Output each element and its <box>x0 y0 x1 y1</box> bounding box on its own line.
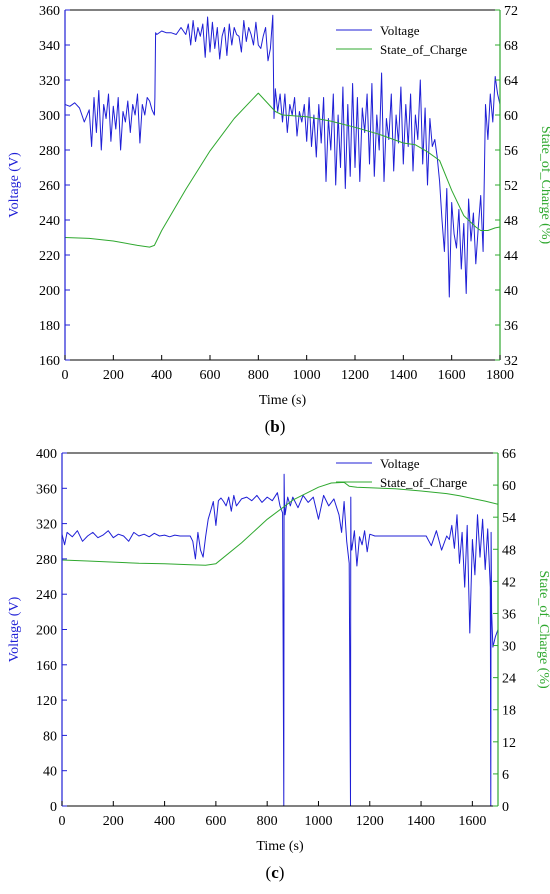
right-y-tick-label: 30 <box>502 640 516 655</box>
x-tick-label: 200 <box>103 368 124 383</box>
left-y-tick-label: 80 <box>43 729 57 744</box>
right-y-tick-label: 66 <box>502 447 516 462</box>
x-tick-label: 1600 <box>458 814 486 829</box>
x-tick-label: 1200 <box>356 814 384 829</box>
right-y-axis-label: State_of_Charge (%) <box>536 570 550 689</box>
chart-panel-c: 0 200 400 600 800 1000 1200 1400 160004080120160… <box>7 447 550 882</box>
panel-label: (b) <box>265 417 286 436</box>
left-y-tick-label: 160 <box>36 659 57 674</box>
x-tick-label: 1400 <box>389 368 417 383</box>
right-y-tick-label: 42 <box>502 575 516 590</box>
soc-series-line <box>65 92 500 248</box>
right-y-tick-label: 68 <box>504 39 518 54</box>
x-tick-label: 400 <box>151 368 172 383</box>
left-y-tick-label: 240 <box>39 214 60 229</box>
legend-voltage-label: Voltage <box>380 456 420 471</box>
x-tick-label: 1200 <box>341 368 369 383</box>
x-tick-label: 0 <box>62 368 69 383</box>
x-tick-label: 1800 <box>486 368 514 383</box>
x-tick-label: 1000 <box>293 368 321 383</box>
left-y-tick-label: 240 <box>36 588 57 603</box>
left-y-tick-label: 200 <box>39 284 60 299</box>
right-y-tick-label: 60 <box>504 109 518 124</box>
left-y-axis-label: Voltage (V) <box>7 152 22 218</box>
legend-soc-label: State_of_Charge <box>380 42 467 57</box>
x-tick-label: 0 <box>59 814 66 829</box>
x-tick-label: 800 <box>248 368 269 383</box>
x-tick-label: 600 <box>205 814 226 829</box>
right-y-tick-label: 18 <box>502 704 516 719</box>
left-y-tick-label: 400 <box>36 447 57 462</box>
soc-series-line <box>62 481 498 566</box>
right-y-tick-label: 60 <box>502 479 516 494</box>
right-y-tick-label: 48 <box>502 543 516 558</box>
left-y-tick-label: 120 <box>36 694 57 709</box>
x-axis-label: Time (s) <box>259 393 307 408</box>
right-y-axis-label: State_of_Charge (%) <box>538 126 550 245</box>
right-y-tick-label: 44 <box>504 249 518 264</box>
right-y-tick-label: 0 <box>502 800 509 815</box>
x-tick-label: 600 <box>200 368 221 383</box>
right-y-tick-label: 24 <box>502 672 516 687</box>
legend-soc-label: State_of_Charge <box>380 475 467 490</box>
right-y-tick-label: 64 <box>504 74 518 89</box>
legend-voltage-label: Voltage <box>380 23 420 38</box>
x-tick-label: 1600 <box>438 368 466 383</box>
left-y-tick-label: 200 <box>36 624 57 639</box>
right-y-tick-label: 56 <box>504 144 518 159</box>
x-tick-label: 400 <box>154 814 175 829</box>
right-y-tick-label: 54 <box>502 511 516 526</box>
left-y-tick-label: 300 <box>39 109 60 124</box>
panel-label: (c) <box>266 863 285 882</box>
chart-panel-b: 0 200 400 600 800 1000 1200 1400 1600 1800 160 180 2… <box>7 4 550 436</box>
right-y-tick-label: 52 <box>504 179 518 194</box>
right-y-tick-label: 12 <box>502 736 516 751</box>
right-y-tick-label: 36 <box>504 319 518 334</box>
voltage-series-line <box>62 473 498 806</box>
x-tick-label: 1400 <box>407 814 435 829</box>
left-y-tick-label: 160 <box>39 354 60 369</box>
right-y-tick-label: 36 <box>502 607 516 622</box>
right-y-tick-label: 32 <box>504 354 518 369</box>
x-tick-label: 1000 <box>304 814 332 829</box>
left-y-tick-label: 360 <box>39 4 60 19</box>
x-tick-label: 800 <box>257 814 278 829</box>
left-y-tick-label: 260 <box>39 179 60 194</box>
right-y-tick-label: 48 <box>504 214 518 229</box>
left-y-tick-label: 320 <box>36 518 57 533</box>
left-y-tick-label: 280 <box>36 553 57 568</box>
x-axis-label: Time (s) <box>256 839 304 854</box>
left-y-tick-label: 180 <box>39 319 60 334</box>
voltage-series-line <box>65 14 500 298</box>
left-y-tick-label: 320 <box>39 74 60 89</box>
left-y-tick-label: 280 <box>39 144 60 159</box>
left-y-tick-label: 340 <box>39 39 60 54</box>
right-y-tick-label: 40 <box>504 284 518 299</box>
left-y-tick-label: 220 <box>39 249 60 264</box>
left-y-tick-label: 0 <box>50 800 57 815</box>
left-y-axis-label: Voltage (V) <box>7 596 22 662</box>
x-tick-label: 200 <box>103 814 124 829</box>
left-y-tick-label: 40 <box>43 765 57 780</box>
right-y-tick-label: 6 <box>502 768 509 783</box>
right-y-tick-label: 72 <box>504 4 518 19</box>
left-y-tick-label: 360 <box>36 482 57 497</box>
